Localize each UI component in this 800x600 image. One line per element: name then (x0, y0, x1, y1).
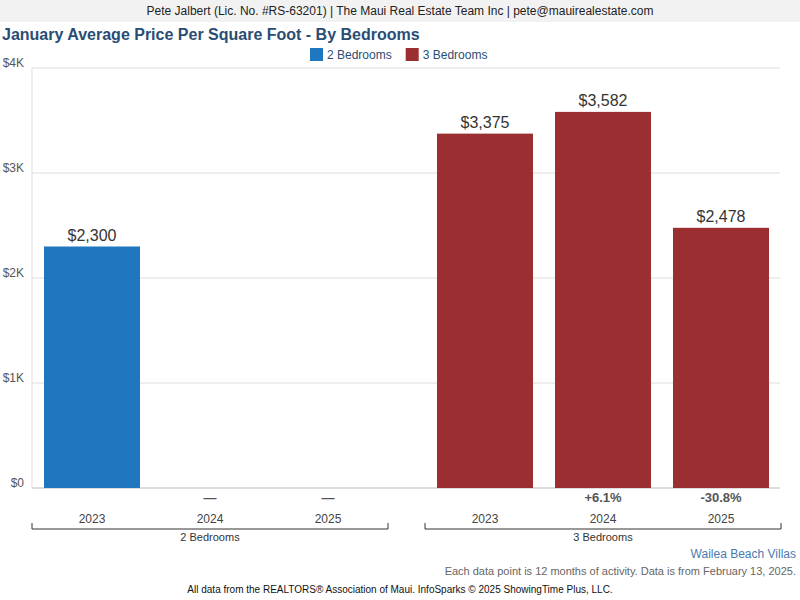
note: Each data point is 12 months of activity… (445, 565, 796, 577)
x-tick-label: 2023 (472, 512, 499, 526)
bar (673, 228, 769, 488)
bar (437, 134, 533, 488)
y-axis-line (32, 68, 33, 488)
y-tick-label: $3K (3, 161, 24, 175)
change-label: — (204, 490, 217, 505)
header: Pete Jalbert (Lic. No. #RS-63201) | The … (147, 4, 654, 18)
y-tick-label: $1K (3, 371, 24, 385)
group-bracket (32, 523, 388, 529)
grid (32, 68, 780, 488)
x-tick-label: 2025 (708, 512, 735, 526)
legend-swatch (310, 48, 323, 61)
change-label: — (322, 490, 335, 505)
grid-line (32, 278, 780, 279)
bar (555, 112, 651, 488)
legend-swatch (406, 48, 419, 61)
data-label: $3,375 (461, 114, 510, 131)
group-label: 3 Bedrooms (573, 531, 633, 543)
grid-line (32, 488, 780, 489)
title: January Average Price Per Square Foot - … (2, 26, 420, 43)
grid-line (32, 383, 780, 384)
header-band (0, 0, 800, 22)
grid-line (32, 68, 780, 69)
data-label: $3,582 (579, 92, 628, 109)
x-tick-label: 2023 (79, 512, 106, 526)
y-tick-label: $0 (11, 476, 25, 490)
chart: Pete Jalbert (Lic. No. #RS-63201) | The … (0, 0, 800, 600)
group-label: 2 Bedrooms (180, 531, 240, 543)
data-label: $2,478 (697, 208, 746, 225)
change-label: +6.1% (584, 490, 622, 505)
data-label: $2,300 (68, 227, 117, 244)
x-tick-label: 2024 (197, 512, 224, 526)
change-label: -30.8% (700, 490, 742, 505)
subtitle: Wailea Beach Villas (691, 547, 796, 561)
source: All data from the REALTORS® Association … (187, 584, 612, 595)
bar (44, 247, 140, 489)
grid-line (32, 173, 780, 174)
labels: $2,300 2023 — 2024 — 2025 2 Bedrooms $3,375 2023… (68, 92, 746, 543)
legend: 2 Bedrooms 3 Bedrooms (310, 48, 487, 62)
legend-label: 3 Bedrooms (423, 48, 488, 62)
y-tick-label: $4K (3, 56, 24, 70)
bars (44, 112, 769, 488)
group-bracket (425, 523, 781, 529)
y-tick-label: $2K (3, 266, 24, 280)
x-tick-label: 2025 (315, 512, 342, 526)
x-tick-label: 2024 (590, 512, 617, 526)
legend-label: 2 Bedrooms (327, 48, 392, 62)
